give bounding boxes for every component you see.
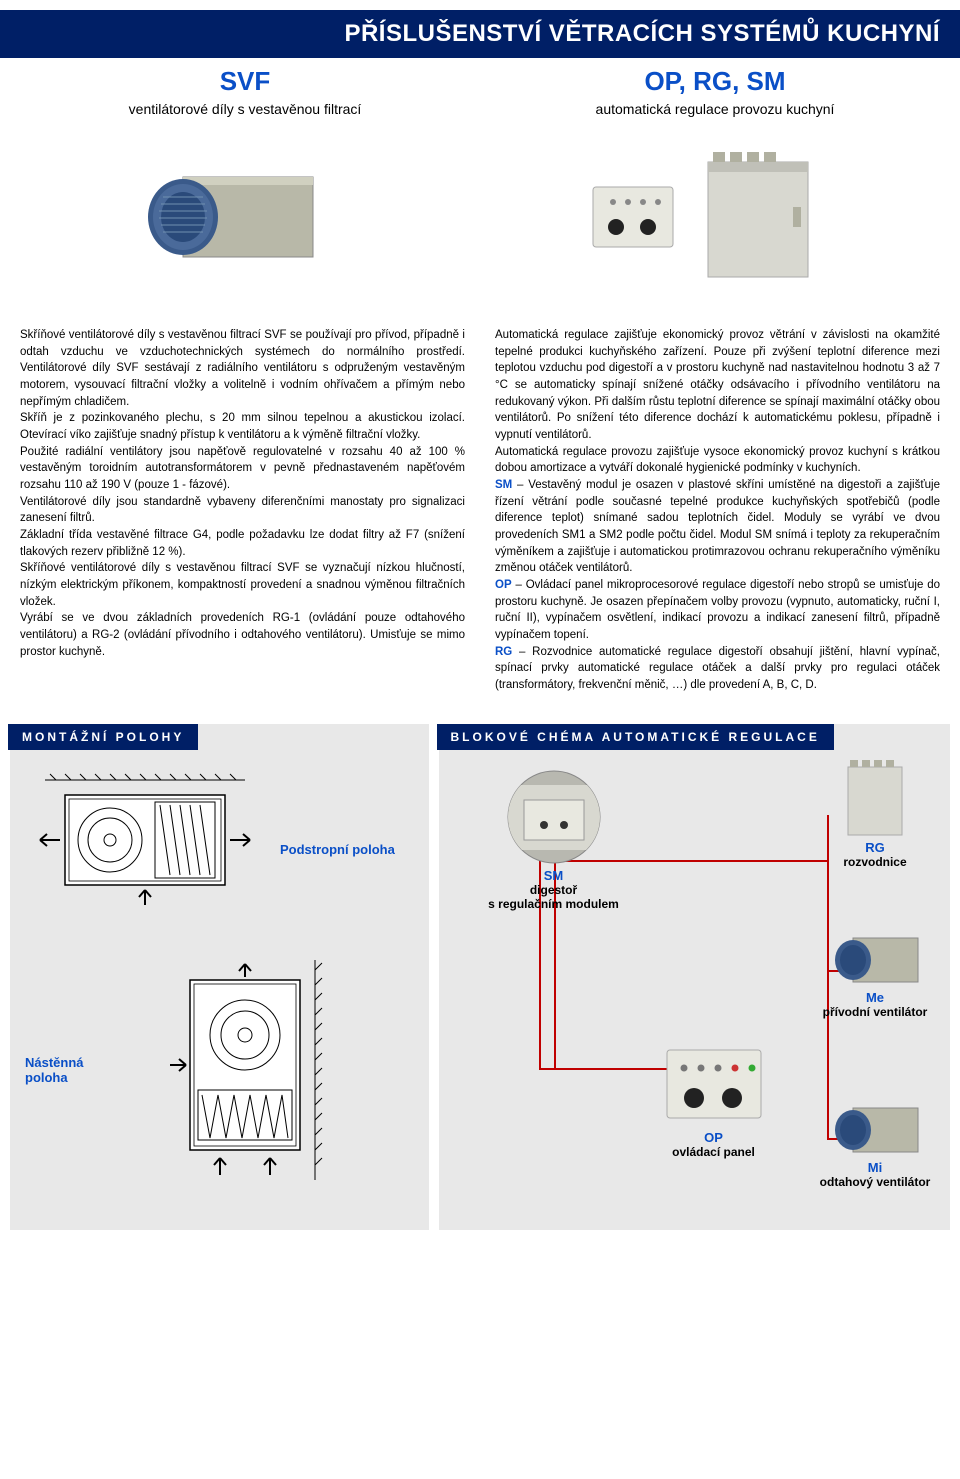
sm-block-sub2: s regulačním modulem — [469, 897, 639, 911]
rg-label: RG — [495, 646, 512, 658]
mounting-body: Podstropní poloha Nástěnná poloha — [10, 750, 429, 1230]
rg-block-sub: rozvodnice — [815, 855, 935, 869]
block-panel: BLOKOVÉ CHÉMA AUTOMATICKÉ REGULACE — [439, 724, 951, 1230]
control-images — [588, 147, 818, 287]
header-title: PŘÍSLUŠENSTVÍ VĚTRACÍCH SYSTÉMŮ KUCHYNÍ — [344, 20, 940, 47]
wall-row: Nástěnná poloha — [25, 950, 414, 1190]
ceiling-row: Podstropní poloha — [25, 770, 414, 930]
rg-cabinet-icon — [840, 755, 910, 840]
block-rg: RG rozvodnice — [815, 755, 935, 869]
op-panel-icon — [659, 1040, 769, 1130]
mi-block-sub: odtahový ventilátor — [810, 1175, 940, 1189]
op-label: OP — [495, 579, 512, 591]
right-column-text: Automatická regulace zajišťuje ekonomick… — [495, 327, 940, 694]
svf-subtitle: ventilátorové díly s vestavěnou filtrací — [20, 101, 470, 117]
left-column-text: Skříňové ventilátorové díly s vestavěnou… — [20, 327, 465, 694]
block-mi: Mi odtahový ventilátor — [810, 1100, 940, 1189]
body-text: Skříňové ventilátorové díly s vestavěnou… — [0, 327, 960, 694]
op-block-sub: ovládací panel — [639, 1145, 789, 1159]
op-block-title: OP — [639, 1130, 789, 1145]
me-block-sub: přívodní ventilátor — [810, 1005, 940, 1019]
svf-image — [143, 162, 323, 272]
sm-para: SM – Vestavěný modul je osazen v plastov… — [495, 477, 940, 577]
rg-text: – Rozvodnice automatické regulace digest… — [495, 646, 940, 691]
block-body: SM digestoř s regulačním modulem RG rozv… — [439, 750, 951, 1180]
rg-para: RG – Rozvodnice automatické regulace dig… — [495, 644, 940, 694]
op-para: OP – Ovládací panel mikroprocesorové reg… — [495, 577, 940, 644]
mounting-title: MONTÁŽNÍ POLOHY — [8, 724, 198, 750]
product-header-left: SVF ventilátorové díly s vestavěnou filt… — [20, 66, 470, 117]
fan-box-icon — [143, 162, 323, 272]
diagram-row: MONTÁŽNÍ POLOHY — [0, 724, 960, 1250]
product-header-right: OP, RG, SM automatická regulace provozu … — [490, 66, 940, 117]
me-fan-icon — [828, 930, 923, 990]
block-op: OP ovládací panel — [639, 1040, 789, 1159]
control-cabinet-icon — [698, 147, 818, 287]
mi-fan-icon — [828, 1100, 923, 1160]
oprgsm-title: OP, RG, SM — [490, 66, 940, 97]
product-images-row — [0, 137, 960, 297]
product-headers-row: SVF ventilátorové díly s vestavěnou filt… — [0, 66, 960, 117]
block-title: BLOKOVÉ CHÉMA AUTOMATICKÉ REGULACE — [437, 724, 834, 750]
rg-block-title: RG — [815, 840, 935, 855]
svf-title: SVF — [20, 66, 470, 97]
block-me: Me přívodní ventilátor — [810, 930, 940, 1019]
oprgsm-subtitle: automatická regulace provozu kuchyní — [490, 101, 940, 117]
ceiling-mount-diagram — [25, 770, 265, 930]
sm-module-icon — [479, 770, 629, 865]
ceiling-label: Podstropní poloha — [280, 842, 395, 857]
block-sm: SM digestoř s regulačním modulem — [469, 770, 639, 911]
sm-block-sub1: digestoř — [469, 883, 639, 897]
me-block-title: Me — [810, 990, 940, 1005]
wall-label: Nástěnná poloha — [25, 1055, 125, 1085]
page-header: PŘÍSLUŠENSTVÍ VĚTRACÍCH SYSTÉMŮ KUCHYNÍ — [0, 10, 960, 58]
op-text: – Ovládací panel mikroprocesorové regula… — [495, 579, 940, 641]
sm-block-title: SM — [469, 868, 639, 883]
sm-label: SM — [495, 479, 512, 491]
left-col-para: Skříňové ventilátorové díly s vestavěnou… — [20, 327, 465, 660]
right-col-intro: Automatická regulace zajišťuje ekonomick… — [495, 327, 940, 477]
sm-text: – Vestavěný modul je osazen v plastové s… — [495, 479, 940, 574]
wall-mount-diagram — [140, 950, 340, 1190]
mi-block-title: Mi — [810, 1160, 940, 1175]
control-panel-small-icon — [588, 177, 678, 257]
mounting-panel: MONTÁŽNÍ POLOHY — [10, 724, 429, 1230]
